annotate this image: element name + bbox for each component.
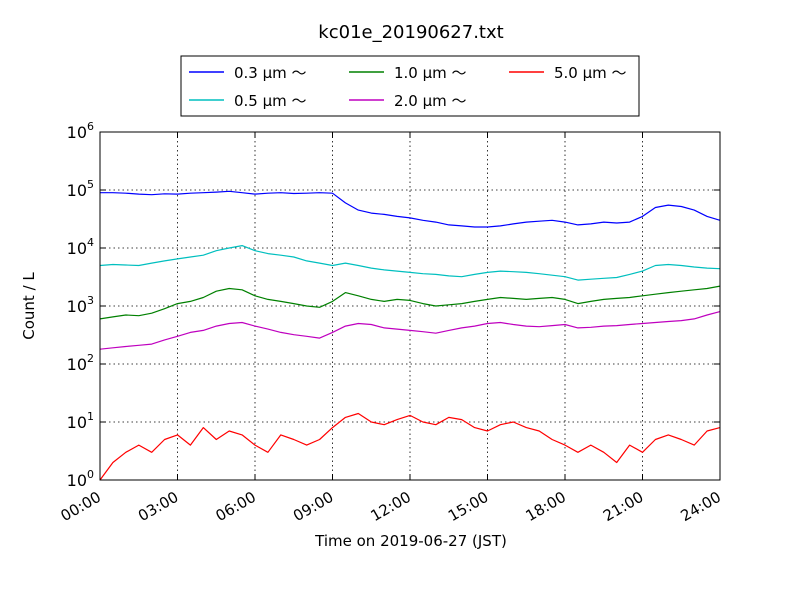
series-line-3 — [99, 285, 721, 320]
y-tick-label: 103 — [67, 294, 94, 316]
legend-box — [180, 55, 640, 117]
series-line-5 — [99, 412, 721, 481]
legend-label: 1.0 μm ～ — [394, 64, 467, 82]
y-tick-label: 105 — [67, 178, 94, 200]
legend-label: 5.0 μm ～ — [554, 64, 627, 82]
chart-title: kc01e_20190627.txt — [318, 22, 503, 43]
series-line-1 — [100, 190, 721, 228]
y-tick-label: 101 — [67, 410, 94, 432]
y-axis-label: Count / L — [20, 272, 38, 340]
legend-label: 2.0 μm ～ — [394, 92, 467, 110]
x-axis-label: Time on 2019-06-27 (JST) — [314, 532, 507, 550]
legend-label: 0.5 μm ～ — [234, 92, 307, 110]
series-line-2 — [99, 245, 721, 281]
y-tick-label: 106 — [67, 120, 94, 142]
y-tick-label: 100 — [67, 468, 94, 490]
series-lines — [99, 190, 721, 481]
legend: 0.3 μm ～ 0.5 μm ～ 1.0 μm ～ 2.0 μm ～ 5.0 μm ～ — [180, 55, 640, 117]
y-tick-label: 102 — [67, 352, 94, 374]
series-line-4 — [99, 311, 721, 350]
legend-label: 0.3 μm ～ — [234, 64, 307, 82]
y-tick-label: 104 — [67, 236, 94, 258]
